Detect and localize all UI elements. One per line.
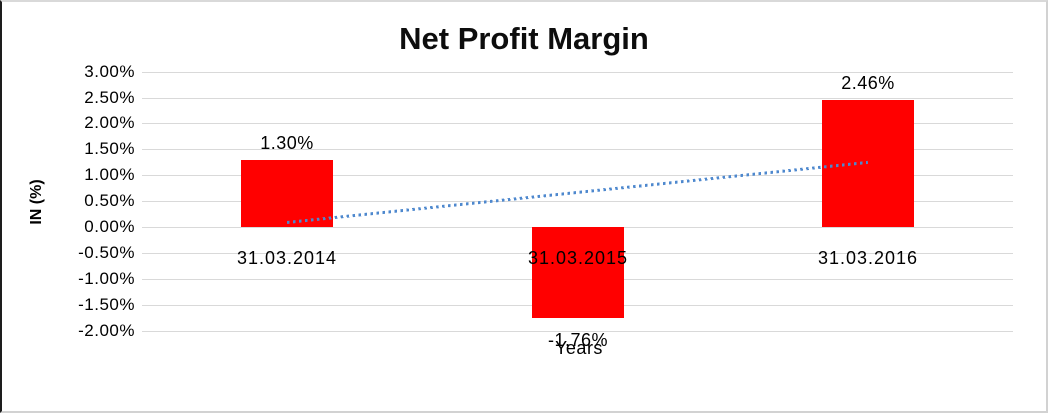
x-axis-category-label: 31.03.2014 (236, 248, 338, 268)
chart-title: Net Profit Margin (399, 21, 649, 56)
y-axis-tick-label: -2.00% (78, 321, 135, 340)
x-axis-title: Years (555, 338, 603, 358)
y-axis-tick-label: 2.50% (84, 88, 135, 107)
gridline (142, 175, 1013, 176)
y-axis-tick-label: 1.50% (84, 139, 135, 158)
bar-31.03.2014 (241, 160, 333, 227)
y-axis-tick-label: 3.00% (84, 62, 135, 81)
y-axis-tick-label: -1.00% (78, 269, 135, 288)
gridline (142, 123, 1013, 124)
bar-data-label: 1.30% (260, 133, 314, 153)
y-axis-tick-label: 0.50% (84, 191, 135, 210)
x-axis-category-label: 31.03.2016 (817, 248, 919, 268)
gridline (142, 201, 1013, 202)
bar-data-label: -1.76% (547, 330, 609, 350)
y-axis-tick-label: -0.50% (78, 243, 135, 262)
trendline (287, 160, 868, 224)
y-axis-tick-label: -1.50% (78, 295, 135, 314)
bar-data-label: 2.46% (841, 73, 895, 93)
x-axis-category-label: 31.03.2015 (527, 248, 629, 268)
gridline (142, 98, 1013, 99)
y-axis-tick-label: 2.00% (84, 113, 135, 132)
gridline (142, 72, 1013, 73)
gridline (142, 331, 1013, 332)
y-axis-tick-label: 0.00% (84, 217, 135, 236)
bar-31.03.2015 (532, 227, 624, 318)
gridline (142, 149, 1013, 150)
y-axis-tick-label: 1.00% (84, 165, 135, 184)
